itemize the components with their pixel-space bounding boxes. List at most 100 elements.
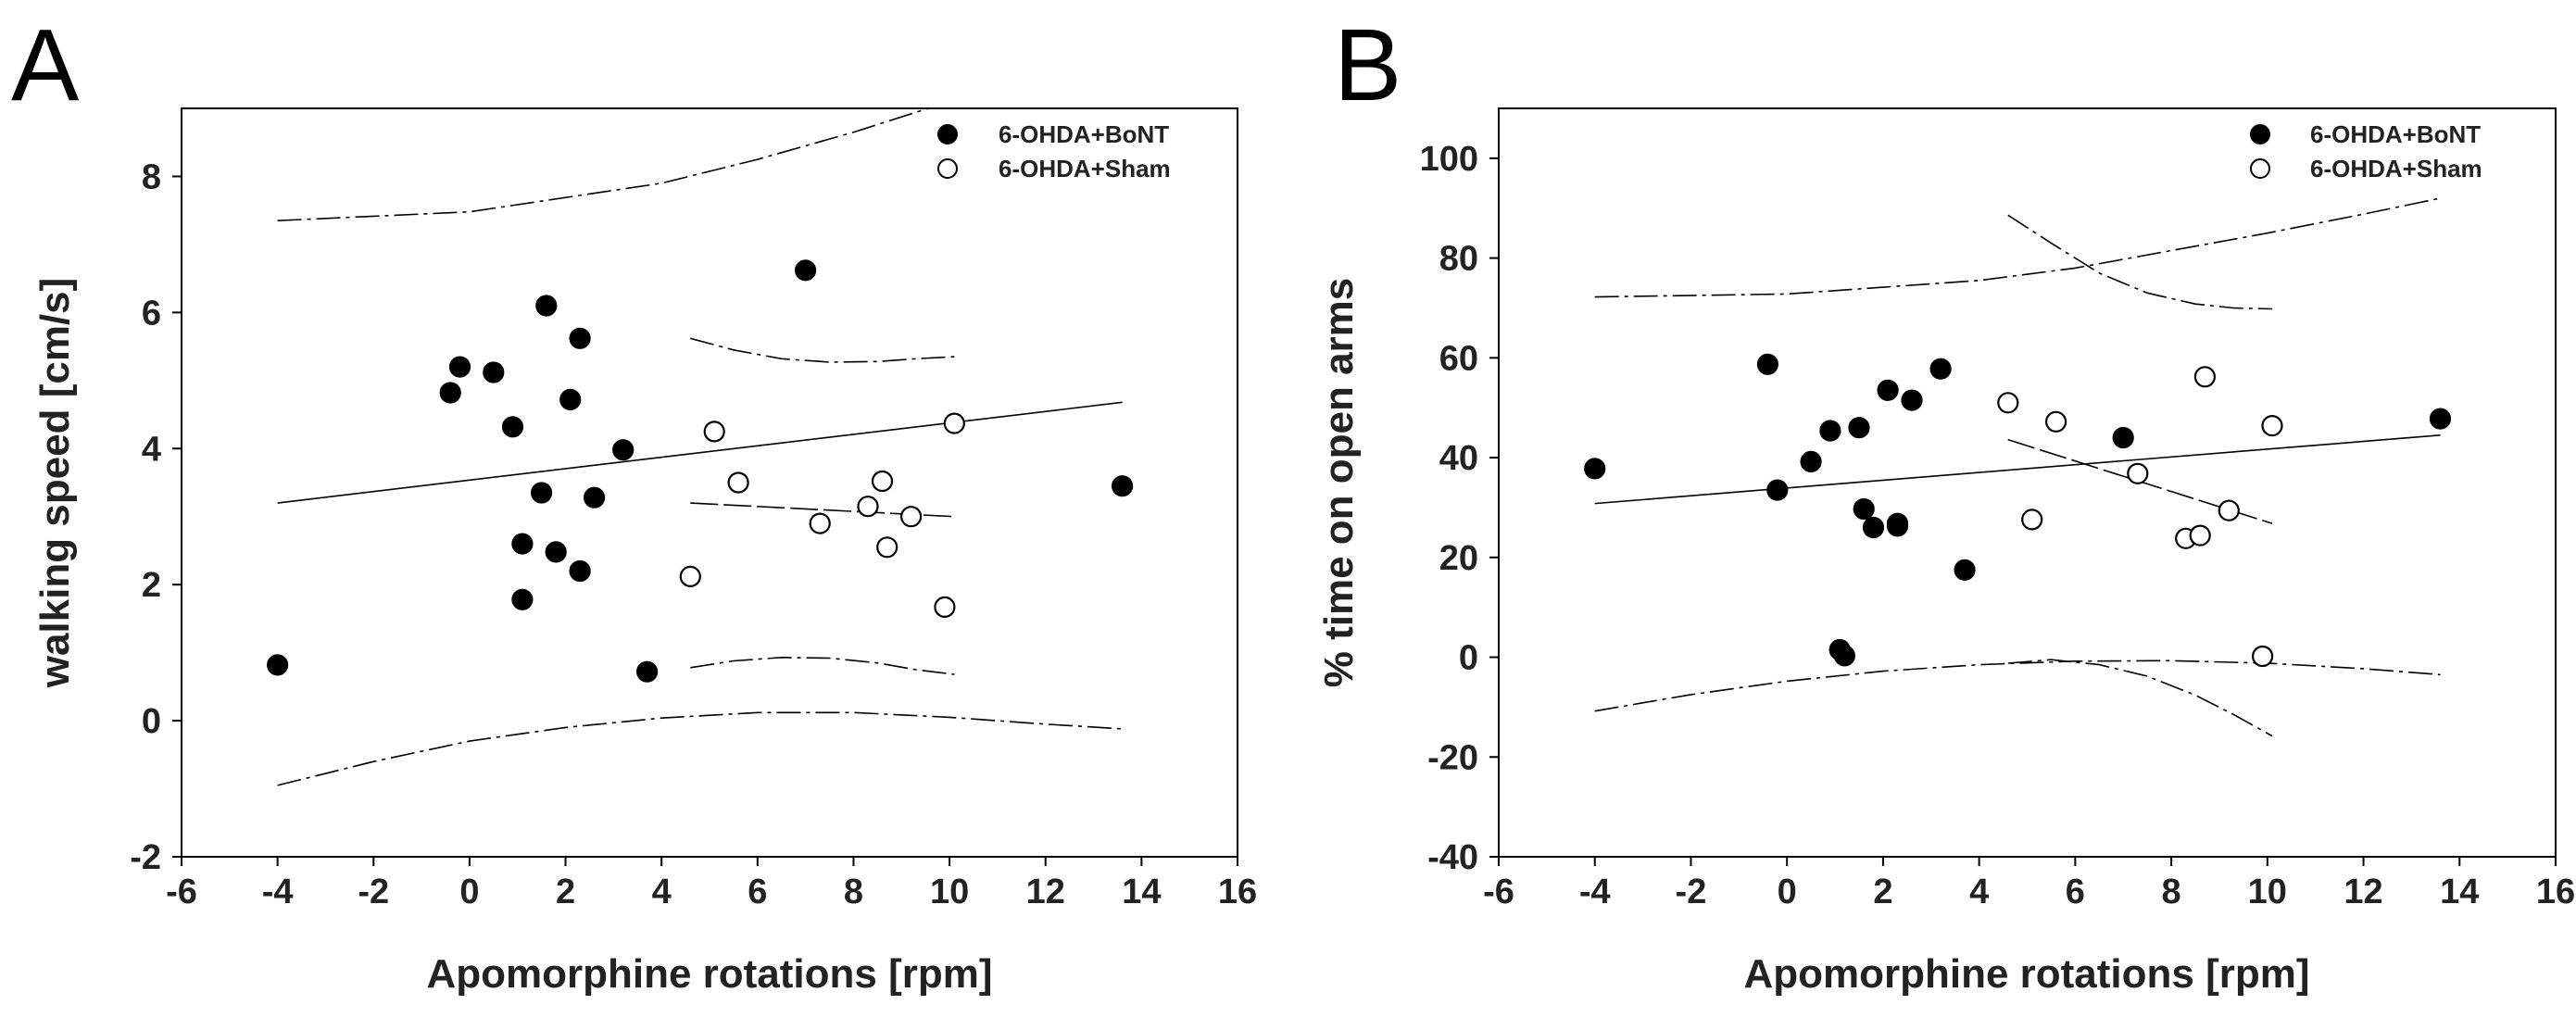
panel-a-sham-point: [934, 596, 956, 619]
panel-a-bont-point: [545, 541, 567, 563]
panel-b-sham-point: [2045, 410, 2067, 433]
panel-a-bont-point: [583, 486, 606, 509]
panel-a-x-tick-label: 14: [1122, 873, 1161, 911]
panel-b-legend: 6-OHDA+BoNT 6-OHDA+Sham: [2250, 120, 2482, 182]
panel-b-sham-point: [2252, 645, 2274, 668]
panel-b-bont-point: [1848, 417, 1870, 439]
panel-a-bont-ci-upper-band: [277, 108, 931, 221]
panel-a-sham-point: [679, 565, 701, 588]
panel-b-y-tick-label: 100: [1420, 140, 1478, 179]
panel-a-x-tick-label: 12: [1026, 873, 1065, 911]
panel-a-x-tick-label: 0: [459, 873, 479, 911]
panel-a-y-tick-label: 0: [142, 702, 161, 741]
panel-b-bont-point: [1853, 497, 1875, 521]
panel-a-sham-point: [899, 506, 923, 528]
panel-a-sham-point: [871, 470, 894, 493]
panel-b-bont-regression-line: [1594, 434, 2441, 505]
panel-a: A -6 -4 -2 0 2 4 6 8 10 12 14 16 -2 0 2 4 6 8 6-OHDA+BoN…: [11, 8, 1257, 997]
panel-b-bont-ci-lower-band: [1594, 659, 2441, 712]
panel-b-x-axis: -6 -4 -2 0 2 4 6 8 10 12 14 16: [1483, 857, 2575, 911]
panel-b-x-tick-label: 14: [2440, 873, 2479, 911]
panel-a-x-tick-label: -2: [358, 873, 389, 911]
panel-b-bont-point: [1766, 479, 1789, 501]
panel-b-y-axis-title: % time on open arms: [1316, 278, 1362, 688]
panel-a-sham-ci-upper-band: [690, 337, 955, 363]
panel-b-bont-point: [1819, 420, 1841, 442]
panel-a-bont-point: [530, 482, 553, 504]
panel-a-x-tick-label: 8: [844, 873, 863, 911]
panel-b-bont-point: [1584, 458, 1606, 480]
panel-a-bont-ci-lower-band: [277, 711, 1123, 786]
panel-b-x-tick-label: 10: [2248, 873, 2287, 911]
panel-b-x-tick-label: 8: [2162, 873, 2181, 911]
panel-a-y-tick-label: 6: [142, 294, 161, 333]
panel-a-regression-lines: [277, 401, 1123, 518]
panel-b-sham-ci-lower-band: [2007, 659, 2273, 737]
panel-a-bont-point: [483, 361, 505, 383]
panel-a-bont-point: [635, 660, 659, 683]
panel-a-x-tick-label: -6: [166, 873, 197, 911]
panel-a-bont-regression-line: [277, 401, 1123, 504]
panel-a-bont-point: [267, 654, 289, 676]
panel-b-x-tick-label: 4: [1969, 873, 1989, 911]
panel-a-bont-point: [448, 356, 471, 378]
panel-b-legend-marker-bont: [2250, 124, 2270, 144]
panel-b-y-tick-label: 80: [1439, 240, 1478, 279]
panel-b-x-tick-label: 0: [1778, 873, 1797, 911]
panel-a-y-tick-label: 8: [142, 157, 161, 196]
panel-a-bont-point: [1111, 475, 1134, 497]
panel-b-letter: B: [1334, 8, 1401, 122]
panel-b-bont-point: [1929, 358, 1952, 380]
panel-b-x-axis-title: Apomorphine rotations [rpm]: [1743, 951, 2309, 997]
panel-a-sham-point: [857, 496, 879, 518]
panel-a-x-tick-label: 16: [1218, 873, 1257, 911]
panel-a-x-tick-label: 10: [930, 873, 969, 911]
panel-a-data-points: [267, 259, 1134, 683]
panel-a-legend-marker-sham: [937, 158, 958, 179]
panel-b-y-tick-label: 40: [1439, 439, 1478, 478]
panel-b-legend-label-bont: 6-OHDA+BoNT: [2310, 120, 2481, 148]
panel-b-bont-point: [1954, 559, 1976, 581]
panel-b-x-tick-label: 16: [2536, 873, 2575, 911]
panel-a-bont-point: [612, 439, 635, 461]
panel-b-y-axis: -40 -20 0 20 40 60 80 100: [1420, 140, 1499, 877]
panel-b-data-points: [1584, 353, 2452, 668]
panel-b-sham-point: [1997, 392, 2019, 414]
panel-b-bont-point: [1833, 645, 1856, 667]
panel-b-y-tick-label: -40: [1427, 838, 1478, 877]
panel-b-plot-frame: [1498, 107, 2557, 858]
panel-a-bont-point: [511, 533, 534, 555]
panel-a-sham-point: [943, 412, 965, 434]
panel-a-x-tick-label: -4: [262, 873, 294, 911]
panel-a-y-tick-label: 4: [142, 430, 161, 469]
panel-b-confidence-bands: [1594, 197, 2441, 737]
panel-b-x-tick-label: 6: [2066, 873, 2085, 911]
panel-a-sham-point: [727, 471, 749, 494]
panel-a-x-axis-title: Apomorphine rotations [rpm]: [426, 951, 992, 997]
panel-b-y-tick-label: -20: [1427, 738, 1478, 777]
panel-b-legend-marker-sham: [2250, 158, 2270, 179]
panel-b-bont-point: [1862, 516, 1885, 539]
panel-a-bont-point: [569, 559, 591, 583]
panel-a-y-axis-title: walking speed [cm/s]: [32, 278, 78, 689]
panel-b-bont-point: [1800, 450, 1822, 472]
panel-a-sham-point: [703, 421, 725, 443]
panel-b-sham-point: [2218, 499, 2240, 521]
panel-b-y-tick-label: 20: [1439, 539, 1478, 578]
panel-a-legend: 6-OHDA+BoNT 6-OHDA+Sham: [937, 120, 1171, 182]
panel-a-bont-point: [794, 259, 817, 282]
panel-a-sham-point: [876, 536, 898, 559]
panel-b-legend-label-sham: 6-OHDA+Sham: [2310, 155, 2482, 182]
panel-a-bont-point: [569, 327, 591, 349]
panel-a-sham-ci-lower-band: [690, 656, 955, 675]
panel-a-legend-marker-bont: [937, 124, 958, 144]
panel-b-y-tick-label: 60: [1439, 339, 1478, 378]
panel-b-x-tick-label: 12: [2344, 873, 2382, 911]
panel-a-y-tick-label: 2: [142, 566, 161, 605]
panel-b-sham-ci-upper-band: [2007, 214, 2273, 310]
panel-b-bont-point: [1886, 512, 1909, 534]
panel-a-bont-point: [501, 416, 524, 438]
panel-a-y-axis: -2 0 2 4 6 8: [130, 157, 182, 877]
panel-a-x-tick-label: 6: [748, 873, 767, 911]
panel-a-confidence-bands: [277, 108, 1123, 786]
